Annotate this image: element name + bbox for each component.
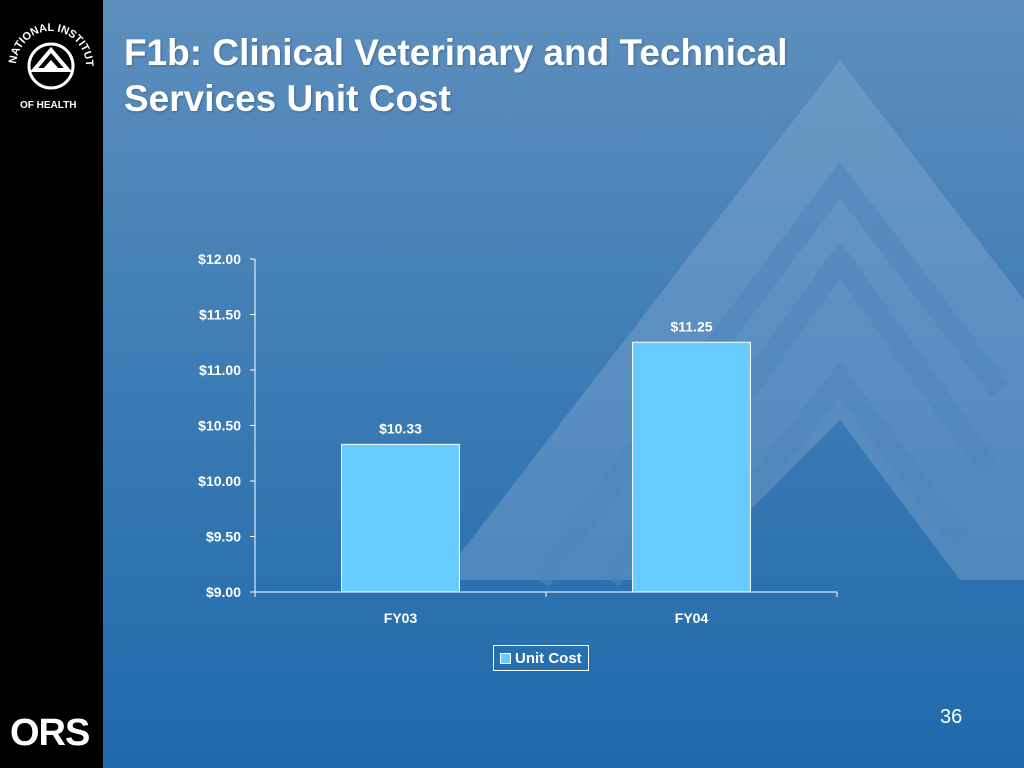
bars bbox=[341, 341, 751, 593]
y-tick-label: $11.00 bbox=[199, 362, 241, 378]
y-tick-label: $9.50 bbox=[206, 529, 241, 545]
ors-logo: ORS bbox=[10, 712, 90, 754]
legend-label-unit-cost: Unit Cost bbox=[515, 649, 582, 667]
sidebar-band: NATIONAL INSTITUTES OF HEALTH ORS bbox=[0, 0, 103, 768]
legend-swatch-unit-cost bbox=[500, 652, 511, 664]
legend: Unit Cost bbox=[493, 645, 589, 671]
data-labels: $10.33 $11.25 bbox=[379, 318, 713, 436]
y-tick-label: $10.50 bbox=[198, 418, 241, 434]
svg-text:NATIONAL INSTITUTES: NATIONAL INSTITUTES bbox=[6, 8, 95, 67]
bar-fy03 bbox=[341, 443, 460, 593]
data-label-fy03: $10.33 bbox=[379, 420, 422, 436]
x-category-label: FY04 bbox=[675, 610, 709, 626]
data-label-fy04: $11.25 bbox=[670, 318, 712, 334]
y-tick-label: $10.00 bbox=[198, 473, 241, 489]
page-number: 36 bbox=[940, 706, 963, 728]
y-axis: $9.00 $9.50 $10.00 $10.50 $11.00 $11.50 $12.00 bbox=[198, 251, 256, 600]
nih-seal-logo: NATIONAL INSTITUTES OF HEALTH bbox=[6, 8, 95, 111]
y-tick-label: $9.00 bbox=[206, 584, 241, 600]
svg-text:OF HEALTH: OF HEALTH bbox=[20, 100, 76, 111]
bar-chart: $9.00 $9.50 $10.00 $10.50 $11.00 $11.50 $12.00… bbox=[198, 251, 838, 626]
bar-fy04 bbox=[632, 341, 751, 593]
slide-title: F1b: Clinical Veterinary and Technical S… bbox=[124, 32, 788, 119]
x-axis: FY03 FY04 bbox=[254, 591, 838, 626]
y-tick-label: $12.00 bbox=[198, 251, 241, 267]
y-tick-label: $11.50 bbox=[199, 307, 241, 323]
x-category-label: FY03 bbox=[384, 610, 418, 626]
